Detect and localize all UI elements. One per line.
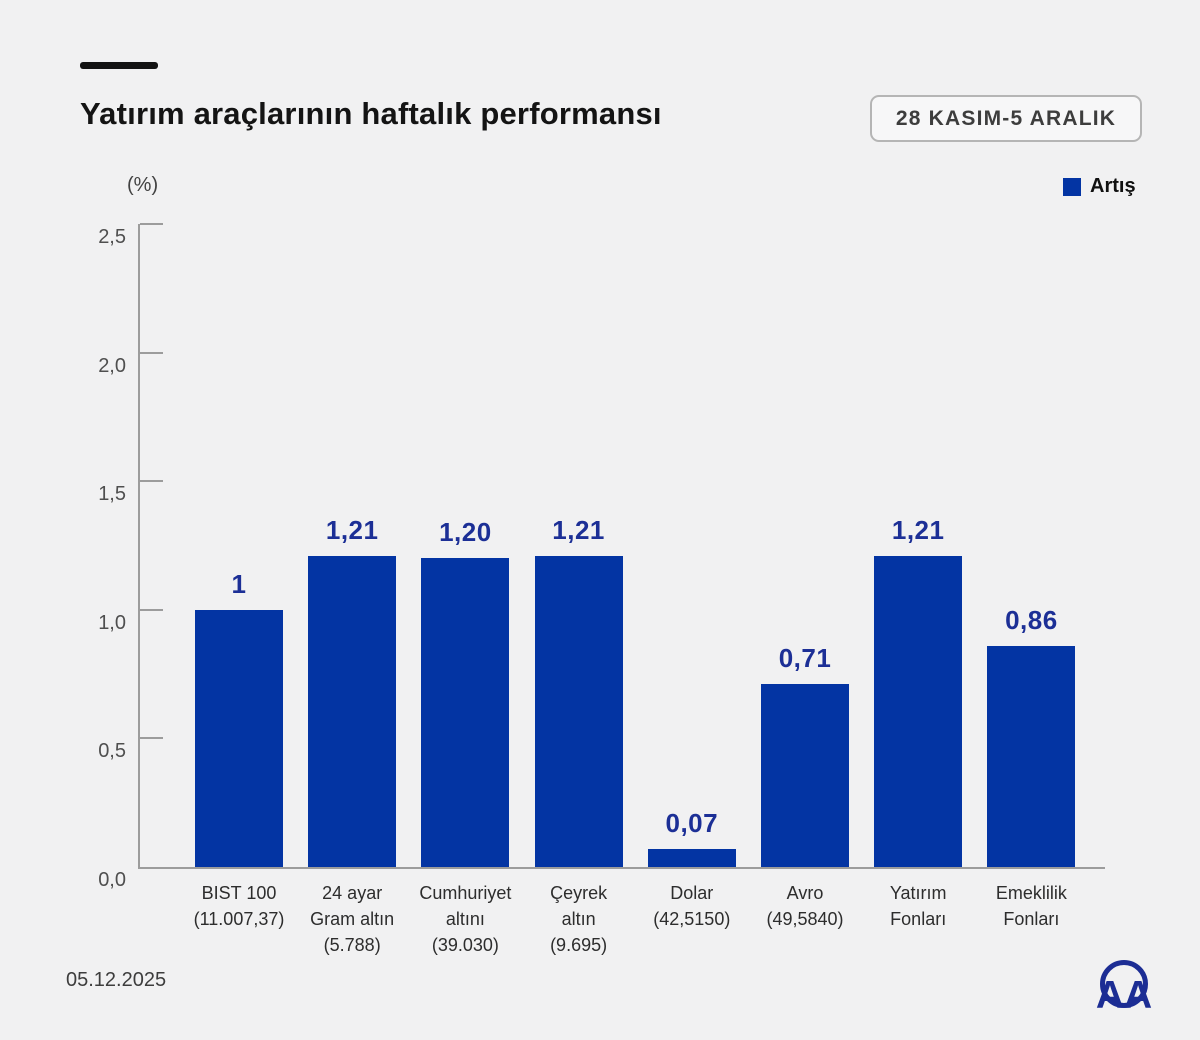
category-label: BIST 100 (11.007,37) bbox=[154, 880, 324, 932]
bar-value-label: 0,86 bbox=[1005, 604, 1058, 635]
date-range-badge: 28 KASIM-5 ARALIK bbox=[870, 95, 1142, 142]
category-label-line: (42,5150) bbox=[653, 909, 731, 929]
y-tick-label: 0,0 bbox=[98, 869, 126, 891]
plot-area: 0,0 0,5 1,0 1,5 2,0 2,5 1 BIST 100 (11.007,37) 1,… bbox=[98, 223, 1105, 955]
legend: Artış bbox=[1063, 175, 1136, 198]
aa-logo-text: AA bbox=[1096, 974, 1152, 1017]
y-axis-unit-label: (%) bbox=[127, 174, 159, 196]
y-tick bbox=[140, 223, 163, 225]
publish-date: 05.12.2025 bbox=[66, 969, 167, 991]
accent-dash bbox=[80, 62, 158, 69]
y-tick-label: 1,5 bbox=[98, 483, 126, 506]
date-range-label: 28 KASIM-5 ARALIK bbox=[895, 106, 1117, 130]
category-label-line: altın bbox=[561, 909, 596, 929]
category-label-line: Avro bbox=[786, 883, 824, 903]
category-label-line: (49,5840) bbox=[766, 909, 844, 929]
bar-value-label: 1,21 bbox=[325, 514, 379, 545]
category-label-line: (9.695) bbox=[550, 935, 608, 955]
bar-value-label: 1,20 bbox=[439, 517, 492, 548]
bar bbox=[761, 684, 849, 867]
legend-label: Artış bbox=[1090, 175, 1136, 197]
category-label-line: Yatırım bbox=[889, 883, 947, 903]
bar bbox=[534, 555, 623, 867]
bar bbox=[421, 558, 510, 867]
category-label-line: BIST 100 bbox=[201, 883, 277, 903]
y-tick bbox=[140, 608, 163, 611]
category-label-line: Cumhuriyet bbox=[419, 883, 512, 903]
y-tick bbox=[140, 351, 163, 354]
category-label: Yatırım Fonları bbox=[833, 880, 1003, 932]
category-label-line: (5.788) bbox=[323, 935, 381, 955]
category-label-line: Emeklilik bbox=[995, 883, 1067, 903]
y-tick-label: 2,0 bbox=[98, 354, 126, 377]
bar bbox=[308, 555, 397, 867]
y-tick bbox=[140, 737, 163, 740]
category-label: Cumhuriyet altını (39.030) bbox=[380, 880, 550, 958]
category-label: Dolar (42,5150) bbox=[607, 880, 777, 932]
y-tick-label: 1,0 bbox=[98, 611, 126, 634]
category-label: Çeyrek altın (9.695) bbox=[494, 880, 664, 958]
y-tick-label: 0,5 bbox=[98, 740, 126, 763]
aa-agency-logo: AA bbox=[1096, 960, 1152, 1017]
legend-swatch-icon bbox=[1063, 177, 1081, 196]
category-label-line: altını bbox=[445, 909, 485, 929]
category-label: 24 ayar Gram altın (5.788) bbox=[267, 880, 437, 958]
bar-value-label: 1,21 bbox=[891, 514, 945, 545]
bar bbox=[987, 645, 1076, 867]
bar bbox=[874, 555, 963, 867]
category-label-line: (11.007,37) bbox=[193, 909, 285, 929]
bar bbox=[195, 609, 283, 867]
bar-value-label: 0,07 bbox=[665, 808, 719, 838]
y-tick-label: 2,5 bbox=[98, 226, 126, 248]
chart-title: Yatırım araçlarının haftalık performansı bbox=[80, 96, 662, 131]
category-label: Emeklilik Fonları bbox=[946, 880, 1116, 932]
bar-value-label: 1,21 bbox=[552, 514, 605, 545]
bar bbox=[647, 849, 736, 867]
category-label-line: Dolar bbox=[670, 883, 714, 903]
category-label-line: Fonları bbox=[1003, 909, 1060, 929]
category-label-line: Çeyrek bbox=[550, 883, 608, 903]
category-label-line: 24 ayar bbox=[322, 883, 383, 903]
category-label-line: (39.030) bbox=[431, 935, 499, 955]
category-label-line: Gram altın bbox=[310, 909, 395, 929]
bar-value-label: 0,71 bbox=[778, 643, 832, 674]
bar-value-label: 1 bbox=[231, 568, 247, 599]
category-label-line: Fonları bbox=[890, 909, 947, 929]
y-tick bbox=[140, 480, 163, 483]
category-label: Avro (49,5840) bbox=[720, 880, 890, 932]
